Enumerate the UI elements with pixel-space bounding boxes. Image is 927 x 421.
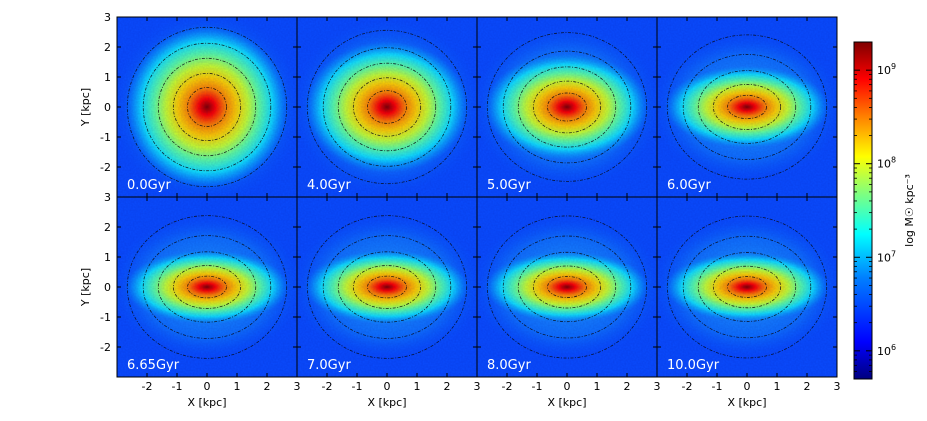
colorbar-tick-label: 106 bbox=[877, 343, 896, 358]
x-axis-label: X [kpc] bbox=[187, 396, 226, 409]
x-tick-label: 1 bbox=[774, 380, 781, 393]
colorbar: 109 108 107 106 log M☉ kpc⁻³ bbox=[853, 41, 916, 380]
noise-texture bbox=[297, 17, 477, 197]
y-tick-label: -1 bbox=[100, 131, 111, 144]
panel-time-label: 10.0Gyr bbox=[667, 358, 720, 373]
noise-texture bbox=[657, 17, 837, 197]
colorbar-label: log M☉ kpc⁻³ bbox=[903, 174, 916, 247]
x-tick-label: 1 bbox=[594, 380, 601, 393]
panel: 7.0Gyr -2 -1 0 1 2 3 X [kpc] bbox=[296, 196, 481, 409]
colorbar-tick-label: 107 bbox=[877, 249, 896, 264]
x-tick-label: -2 bbox=[682, 380, 693, 393]
x-tick-label: 2 bbox=[624, 380, 631, 393]
x-tick-label: 0 bbox=[744, 380, 751, 393]
x-tick-label: -2 bbox=[142, 380, 153, 393]
panel-time-label: 6.0Gyr bbox=[667, 178, 711, 193]
panel: 6.0Gyr bbox=[656, 16, 838, 198]
y-tick-label: -2 bbox=[100, 341, 111, 354]
y-tick-label: 1 bbox=[104, 71, 111, 84]
y-tick-label: 2 bbox=[104, 221, 111, 234]
noise-texture bbox=[297, 197, 477, 377]
x-tick-label: -2 bbox=[322, 380, 333, 393]
x-tick-label: 1 bbox=[234, 380, 241, 393]
x-tick-label: 1 bbox=[414, 380, 421, 393]
panel-time-label: 6.65Gyr bbox=[127, 358, 180, 373]
noise-texture bbox=[657, 197, 837, 377]
panel: 8.0Gyr -2 -1 0 1 2 3 X [kpc] bbox=[476, 196, 661, 409]
noise-texture bbox=[477, 17, 657, 197]
y-tick-label: 3 bbox=[104, 191, 111, 204]
x-tick-label: -1 bbox=[532, 380, 543, 393]
x-tick-label: 2 bbox=[804, 380, 811, 393]
y-tick-label: -1 bbox=[100, 311, 111, 324]
x-tick-label: 2 bbox=[264, 380, 271, 393]
x-tick-label: 0 bbox=[564, 380, 571, 393]
x-tick-label: -2 bbox=[502, 380, 513, 393]
y-tick-label: 0 bbox=[104, 281, 111, 294]
panel-time-label: 5.0Gyr bbox=[487, 178, 531, 193]
panel: 10.0Gyr -2 -1 0 1 2 3 X [kpc] bbox=[656, 196, 841, 409]
x-tick-label: -1 bbox=[172, 380, 183, 393]
x-tick-label: 0 bbox=[384, 380, 391, 393]
panel-grid: 0.0Gyr -2 -1 0 1 2 3 Y [kpc] 4.0Gyr 5.0Gyr 6.0Gyr 6… bbox=[79, 11, 841, 409]
noise-texture bbox=[117, 197, 297, 377]
x-tick-label: -1 bbox=[712, 380, 723, 393]
y-tick-label: 1 bbox=[104, 251, 111, 264]
x-tick-label: 3 bbox=[474, 380, 481, 393]
x-axis-label: X [kpc] bbox=[547, 396, 586, 409]
panel: 0.0Gyr -2 -1 0 1 2 3 Y [kpc] bbox=[79, 11, 298, 198]
panel-time-label: 0.0Gyr bbox=[127, 178, 171, 193]
y-axis-label: Y [kpc] bbox=[79, 88, 92, 127]
x-tick-label: 2 bbox=[444, 380, 451, 393]
panel-time-label: 4.0Gyr bbox=[307, 178, 351, 193]
panel-time-label: 7.0Gyr bbox=[307, 358, 351, 373]
noise-texture bbox=[477, 197, 657, 377]
colorbar-gradient bbox=[853, 41, 873, 380]
x-axis-label: X [kpc] bbox=[727, 396, 766, 409]
x-axis-label: X [kpc] bbox=[367, 396, 406, 409]
x-tick-label: 3 bbox=[294, 380, 301, 393]
panel-time-label: 8.0Gyr bbox=[487, 358, 531, 373]
x-tick-label: 3 bbox=[654, 380, 661, 393]
y-tick-label: 2 bbox=[104, 41, 111, 54]
y-axis-label: Y [kpc] bbox=[79, 268, 92, 307]
colorbar-tick-label: 109 bbox=[877, 62, 896, 77]
y-tick-label: 3 bbox=[104, 11, 111, 24]
noise-texture bbox=[117, 17, 297, 197]
x-tick-label: 0 bbox=[204, 380, 211, 393]
y-tick-label: -2 bbox=[100, 161, 111, 174]
panel: 4.0Gyr bbox=[296, 16, 478, 198]
x-tick-label: 3 bbox=[834, 380, 841, 393]
colorbar-tick-label: 108 bbox=[877, 156, 896, 171]
panel: 5.0Gyr bbox=[476, 16, 658, 198]
y-tick-label: 0 bbox=[104, 101, 111, 114]
x-tick-label: -1 bbox=[352, 380, 363, 393]
panel: 6.65Gyr -2 -1 0 1 2 3 Y [kpc] -2 -1 0 1 2 3 X [kpc] bbox=[79, 191, 301, 409]
